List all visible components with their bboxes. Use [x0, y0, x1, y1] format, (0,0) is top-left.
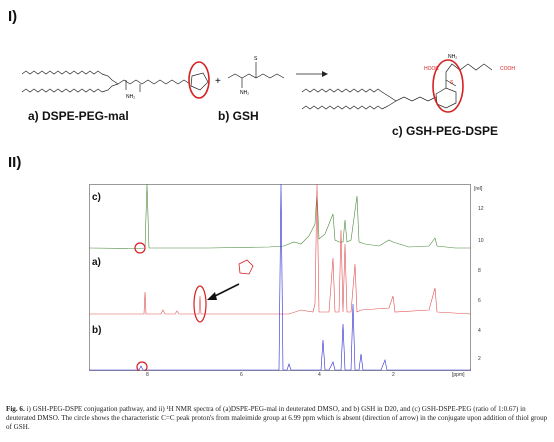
- y-tick: 8: [478, 268, 481, 274]
- y-tick: 12: [478, 206, 484, 212]
- compound-a-label: a) DSPE-PEG-mal: [28, 109, 129, 123]
- y-tick: 2: [478, 356, 481, 362]
- x-axis-unit: [ppm]: [452, 372, 465, 378]
- trace-a: [89, 184, 471, 315]
- cooh-right-label: COOH: [500, 66, 515, 72]
- x-tick: 2: [392, 372, 395, 378]
- compound-c-label: c) GSH-PEG-DSPE: [392, 124, 499, 138]
- y-tick: 4: [478, 328, 481, 334]
- maleimide-highlight-circle: [188, 61, 210, 99]
- nh2-atom-b: NH₂: [240, 90, 249, 96]
- thioether-atom: S: [450, 80, 454, 86]
- gsh-structure: [227, 62, 285, 88]
- compound-b-label: b) GSH: [218, 109, 259, 123]
- plus-sign: +: [215, 76, 221, 87]
- trace-b-label: b): [92, 325, 102, 336]
- y-tick: 10: [478, 238, 484, 244]
- reaction-scheme: NH₂ + S NH₂ HOOC COOH NH₂ S: [21, 54, 515, 113]
- cooh-left-label: HOOC: [424, 66, 439, 72]
- caption-text: i) GSH-PEG-DSPE conjugation pathway, and…: [6, 405, 548, 431]
- x-tick: 4: [318, 372, 321, 378]
- peak-circle-c: [134, 242, 146, 254]
- gsh-peg-dspe-structure: [301, 63, 493, 110]
- nmr-spectra-frame: [89, 184, 471, 371]
- peak-circle-b: [136, 361, 148, 371]
- nmr-spectra: [89, 184, 471, 371]
- x-tick: 8: [146, 372, 149, 378]
- dspe-peg-mal-structure: [21, 70, 209, 93]
- y-tick: 6: [478, 298, 481, 304]
- conjugate-highlight-circle: [432, 59, 464, 113]
- trace-a-label: a): [92, 257, 101, 268]
- trace-b: [89, 184, 471, 371]
- figure-caption: Fig. 6. i) GSH-PEG-DSPE conjugation path…: [6, 405, 550, 432]
- maleimide-ring-icon: [238, 259, 254, 275]
- nh2-atom-a: NH₂: [126, 94, 135, 100]
- trace-c-label: c): [92, 192, 101, 203]
- nh2-atom-c: NH₂: [448, 54, 457, 60]
- thiol-atom: S: [254, 56, 258, 62]
- peak-circle-a: [193, 285, 207, 323]
- caption-label: Fig. 6.: [6, 405, 25, 413]
- x-tick: 6: [240, 372, 243, 378]
- y-axis-unit: [rel]: [474, 186, 483, 192]
- trace-c: [89, 184, 471, 249]
- scheme-panel-label: I): [8, 8, 18, 25]
- nmr-panel-label: II): [8, 154, 22, 171]
